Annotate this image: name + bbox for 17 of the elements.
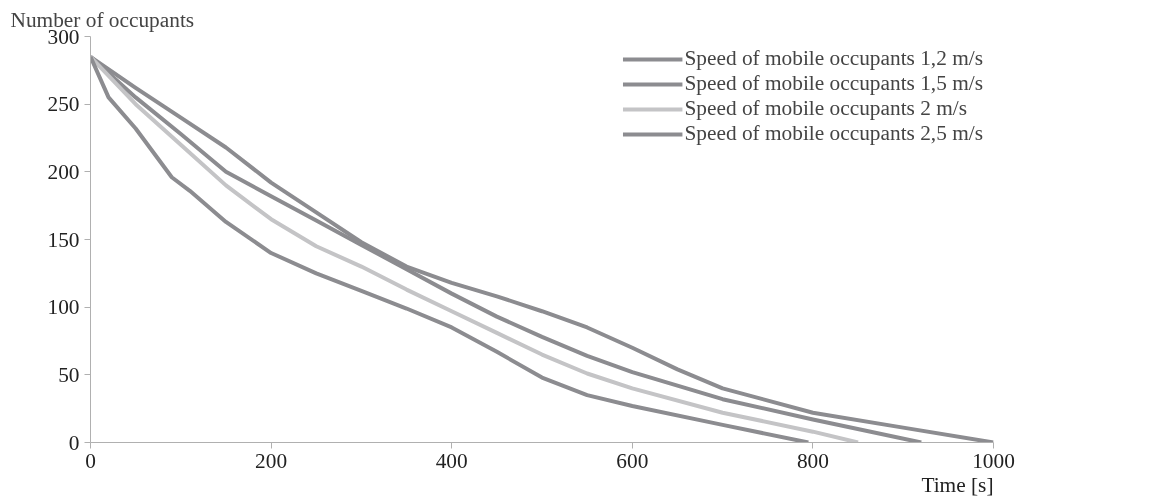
x-tick-label: 1000 (972, 448, 1015, 473)
legend-label: Speed of mobile occupants 2,5 m/s (684, 121, 983, 146)
y-tick-label: 100 (47, 295, 80, 320)
x-tick-label: 800 (796, 448, 829, 473)
y-tick-label: 250 (47, 92, 80, 117)
x-tick-label: 400 (435, 448, 468, 473)
x-tick-label: 600 (616, 448, 649, 473)
y-tick-label: 0 (68, 430, 80, 455)
x-tick-label: 0 (85, 448, 96, 473)
legend-label: Speed of mobile occupants 2 m/s (684, 96, 967, 121)
y-tick-label: 200 (47, 159, 80, 184)
legend-label: Speed of mobile occupants 1,5 m/s (684, 71, 983, 96)
y-tick-label: 150 (47, 227, 80, 252)
x-axis-title: Time [s] (921, 472, 994, 496)
y-tick-label: 50 (58, 362, 80, 387)
x-tick-label: 200 (255, 448, 288, 473)
legend-label: Speed of mobile occupants 1,2 m/s (684, 46, 983, 71)
